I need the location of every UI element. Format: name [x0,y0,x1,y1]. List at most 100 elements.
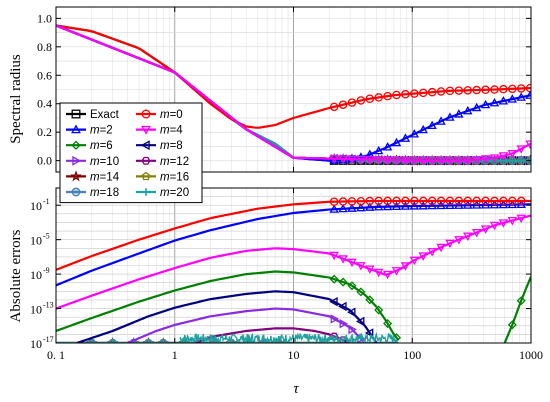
bottom-point-m-0 [454,196,464,206]
legend-marker [71,109,81,119]
bottom-series-line-m-12 [195,327,350,343]
top-point-m-2 [391,137,402,147]
bottom-point-m-20 [144,339,153,343]
top-point-m-0 [454,86,464,95]
top-point-m-0 [516,84,526,93]
legend-label: m=16 [160,171,189,183]
bottom-y-tick-label: 10 [30,268,42,282]
legend-label: m=8 [160,140,183,152]
legend-label: m=6 [90,140,113,152]
bottom-y-tick-label: 10 [30,303,42,317]
bottom-point-m-4 [489,221,500,231]
top-point-m-0 [329,102,339,112]
bottom-point-m-4 [498,219,509,228]
top-point-m-2 [498,96,509,105]
bottom-point-m-4 [338,255,348,264]
bottom-point-m-2 [427,200,437,210]
bottom-point-m-0 [347,197,357,206]
bottom-point-m-0 [490,196,499,206]
top-point-m-4 [507,150,517,159]
top-point-m-2 [409,129,420,138]
top-point-m-4 [463,157,473,166]
bottom-point-m-2 [454,200,464,209]
top-y-tick-label: 0.6 [37,68,52,82]
top-point-m-0 [427,87,437,97]
top-point-m-4 [516,145,526,154]
bottom-point-m-2 [329,204,339,213]
legend-marker [140,140,150,151]
bottom-y-tick-label: 10 [30,234,42,248]
bottom-point-m-8 [355,316,365,327]
bottom-point-m-20 [88,339,96,343]
top-point-m-0 [392,90,401,100]
legend-marker [141,109,151,119]
top-point-m-4 [347,155,357,165]
top-point-m-0 [347,98,357,107]
bottom-y-tick-exponent: -5 [43,232,50,241]
top-point-m-2 [471,102,482,112]
top-y-tick-label: 1.0 [37,11,52,25]
bottom-point-m-2 [373,201,384,211]
bottom-point-m-0 [499,196,508,206]
bottom-point-m-4 [516,214,526,224]
bottom-point-m-0 [356,196,366,206]
bottom-point-m-6 [365,295,375,305]
bottom-point-m-2 [338,203,348,213]
bottom-point-m-4 [409,256,420,266]
bottom-y-tick-label: 10 [30,337,42,351]
bottom-y-tick-exponent: -1 [43,197,50,206]
top-point-m-4 [454,157,464,166]
bottom-point-m-0 [410,196,419,206]
legend-label: m=14 [90,171,120,183]
top-point-m-0 [418,88,428,98]
bottom-point-m-0 [365,196,375,206]
series-layer [56,24,531,166]
top-point-m-2 [373,145,384,155]
top-point-m-4 [400,156,411,166]
x-tick-label: 10 [288,348,300,362]
legend: Exact m=0 m=2 m=4 m=6 m=8 m=10 m=12 m=14 m=16 m=18… [59,102,203,204]
top-point-m-4 [471,156,482,165]
top-y-axis-title: Spectral radius [8,54,24,144]
bottom-point-m-4 [454,236,464,245]
top-point-m-2 [436,116,446,125]
bottom-y-tick-exponent: -13 [43,301,54,310]
bottom-point-m-8 [329,297,338,307]
bottom-point-m-4 [382,270,393,280]
bottom-point-m-2 [391,201,402,210]
bottom-point-m-2 [400,201,411,210]
top-point-m-0 [356,96,366,105]
bottom-point-m-6-tail- [507,320,517,330]
top-point-m-4 [365,156,375,165]
top-point-m-4 [382,156,393,165]
bottom-point-m-4 [471,228,482,238]
bottom-point-m-6 [329,274,339,284]
bottom-point-m-4 [400,262,411,271]
top-point-m-0 [410,89,419,98]
bottom-y-tick-label: 10 [30,199,42,213]
legend-label: m=0 [160,109,183,121]
legend-label: m=20 [160,187,189,199]
bottom-noise-band [179,331,398,343]
bottom-point-m-20 [245,339,253,343]
bottom-point-m-0 [463,196,473,206]
top-point-m-0 [436,87,446,96]
bottom-point-m-4 [418,252,428,261]
bottom-series-line-m-10 [127,307,366,343]
top-point-m-4 [391,156,402,166]
bottom-point-m-6 [356,287,366,297]
bottom-point-m-4 [373,268,384,278]
legend-label: m=18 [90,187,119,199]
bottom-point-m-6-tail- [516,296,526,306]
bottom-series-line-m-8 [76,290,378,343]
bottom-point-m-0 [516,196,526,206]
top-point-m-2 [516,92,526,101]
top-point-m-0 [499,84,508,94]
top-point-m-0 [374,93,383,102]
top-point-m-4 [480,155,491,164]
bottom-point-m-20 [259,339,268,343]
top-point-m-0 [365,94,375,103]
top-y-tick-label: 0.8 [37,40,52,54]
